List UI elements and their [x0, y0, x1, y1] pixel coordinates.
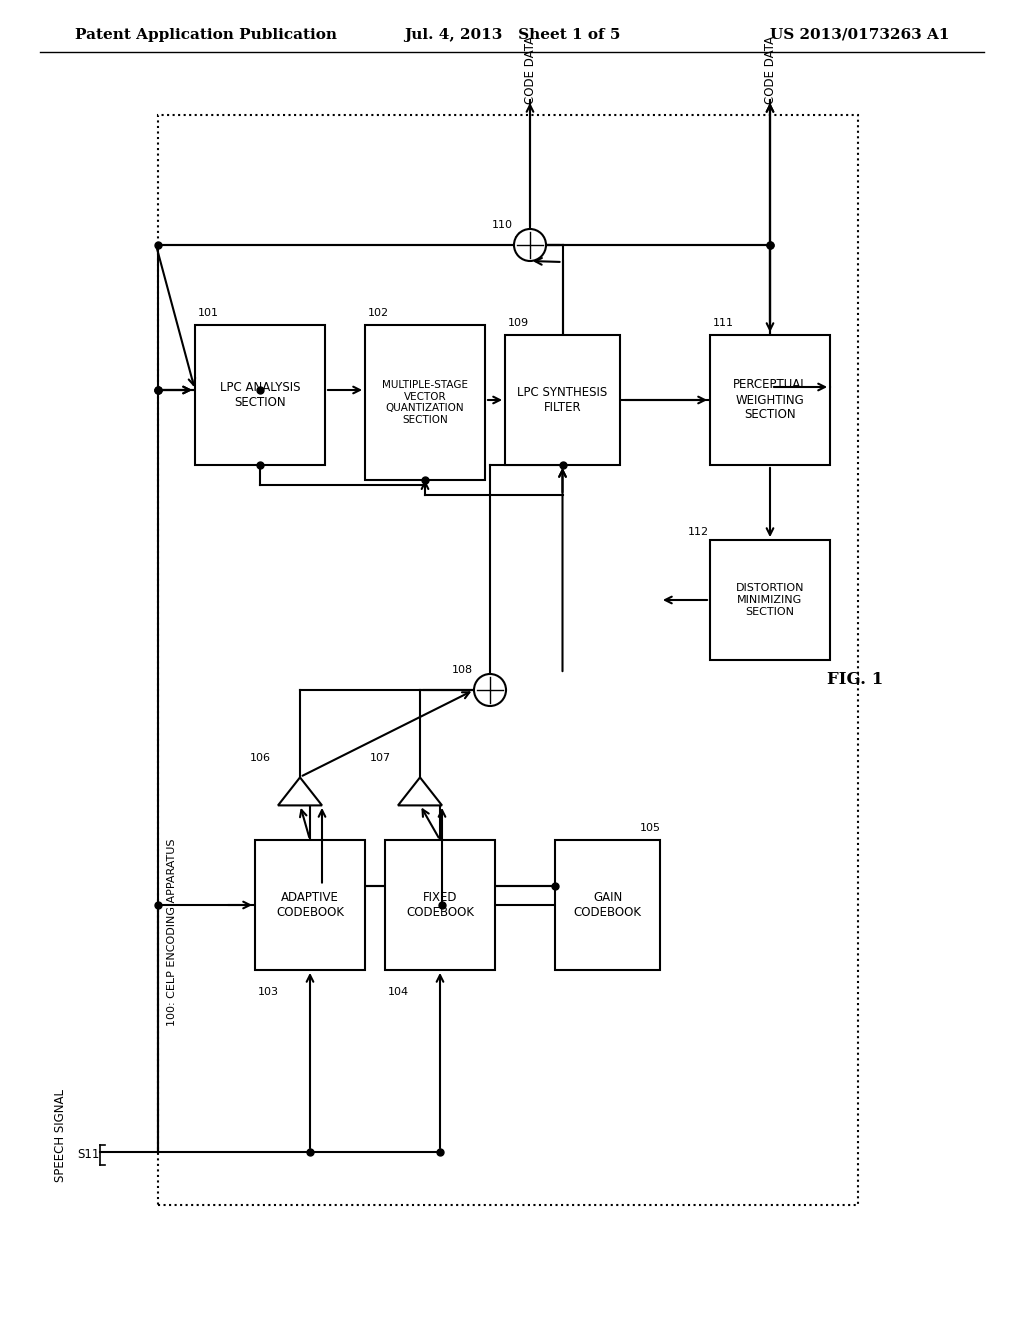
Text: Jul. 4, 2013   Sheet 1 of 5: Jul. 4, 2013 Sheet 1 of 5 — [403, 28, 621, 42]
Text: CODE DATA: CODE DATA — [764, 36, 776, 104]
Text: PERCEPTUAL
WEIGHTING
SECTION: PERCEPTUAL WEIGHTING SECTION — [732, 379, 807, 421]
Text: 107: 107 — [370, 752, 391, 763]
Text: 103: 103 — [258, 987, 279, 997]
Text: 108: 108 — [452, 665, 473, 675]
Text: 105: 105 — [640, 822, 662, 833]
Polygon shape — [278, 777, 322, 805]
Bar — [255, 840, 365, 970]
Text: 101: 101 — [198, 308, 219, 318]
Text: 102: 102 — [368, 308, 389, 318]
Text: LPC ANALYSIS
SECTION: LPC ANALYSIS SECTION — [220, 381, 300, 409]
Text: MULTIPLE-STAGE
VECTOR
QUANTIZATION
SECTION: MULTIPLE-STAGE VECTOR QUANTIZATION SECTI… — [382, 380, 468, 425]
Bar — [710, 540, 830, 660]
Text: 111: 111 — [713, 318, 734, 327]
Bar — [195, 325, 325, 465]
Text: FIXED
CODEBOOK: FIXED CODEBOOK — [406, 891, 474, 919]
Bar — [710, 335, 830, 465]
Bar — [555, 840, 660, 970]
Text: 106: 106 — [250, 752, 271, 763]
Text: DISTORTION
MINIMIZING
SECTION: DISTORTION MINIMIZING SECTION — [736, 583, 804, 616]
Bar — [385, 840, 495, 970]
Bar — [505, 335, 620, 465]
Text: SPEECH SIGNAL: SPEECH SIGNAL — [53, 1089, 67, 1181]
Text: GAIN
CODEBOOK: GAIN CODEBOOK — [573, 891, 641, 919]
Text: CODE DATA: CODE DATA — [523, 36, 537, 104]
Text: ADAPTIVE
CODEBOOK: ADAPTIVE CODEBOOK — [276, 891, 344, 919]
Bar — [365, 325, 485, 480]
Circle shape — [474, 675, 506, 706]
Text: FIG. 1: FIG. 1 — [826, 672, 883, 689]
Bar — [158, 115, 858, 1205]
Text: -: - — [531, 249, 537, 268]
Text: 109: 109 — [508, 318, 529, 327]
Polygon shape — [398, 777, 442, 805]
Text: LPC SYNTHESIS
FILTER: LPC SYNTHESIS FILTER — [517, 385, 607, 414]
Text: S11: S11 — [77, 1148, 99, 1162]
Text: 104: 104 — [388, 987, 410, 997]
Text: 112: 112 — [688, 527, 710, 537]
Text: +: + — [514, 231, 524, 243]
Circle shape — [514, 228, 546, 261]
Text: 100: CELP ENCODING APPARATUS: 100: CELP ENCODING APPARATUS — [167, 838, 177, 1026]
Text: Patent Application Publication: Patent Application Publication — [75, 28, 337, 42]
Text: US 2013/0173263 A1: US 2013/0173263 A1 — [770, 28, 950, 42]
Text: 110: 110 — [492, 220, 513, 230]
